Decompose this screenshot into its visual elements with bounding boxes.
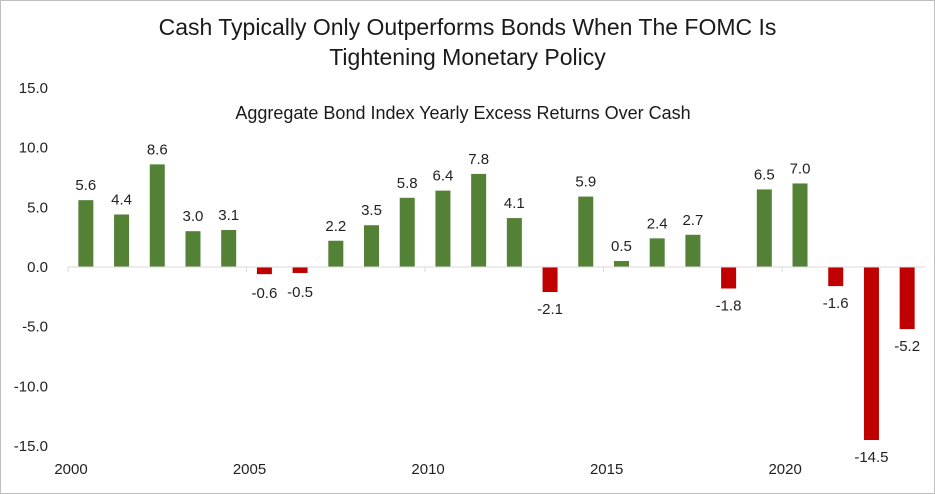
data-label-2016: 2.4 bbox=[647, 215, 668, 232]
bar-2002 bbox=[149, 164, 165, 267]
bar-2000 bbox=[78, 200, 94, 267]
data-label-2023: -5.2 bbox=[894, 338, 920, 355]
y-tick-label: 0.0 bbox=[27, 259, 48, 276]
data-label-2017: 2.7 bbox=[682, 212, 703, 229]
bar-2017 bbox=[685, 234, 701, 267]
x-tick-label: 2020 bbox=[768, 461, 801, 478]
chart-title: Cash Typically Only Outperforms Bonds Wh… bbox=[0, 12, 935, 72]
bar-2001 bbox=[114, 214, 130, 267]
data-label-2001: 4.4 bbox=[111, 191, 132, 208]
y-tick-label: 15.0 bbox=[19, 80, 48, 97]
x-tick-label: 2010 bbox=[411, 461, 444, 478]
data-label-2006: -0.5 bbox=[287, 284, 313, 301]
data-label-2005: -0.6 bbox=[251, 285, 277, 302]
x-tick-label: 2015 bbox=[590, 461, 623, 478]
bar-2006 bbox=[292, 267, 308, 273]
bar-2007 bbox=[328, 240, 344, 267]
bar-2003 bbox=[185, 231, 201, 267]
data-labels: 5.6 4.4 8.6 3.0 3.1 -0.6 -0.5 2.2 3.5 5.8 6.4 7.8 4.… bbox=[75, 141, 920, 466]
bar-2019 bbox=[756, 189, 772, 267]
bar-2011 bbox=[471, 173, 487, 267]
y-tick-label: -15.0 bbox=[14, 438, 48, 455]
data-label-2007: 2.2 bbox=[325, 218, 346, 235]
y-tick-label: 5.0 bbox=[27, 199, 48, 216]
data-label-2014: 5.9 bbox=[575, 174, 596, 191]
bar-2015 bbox=[613, 261, 629, 267]
data-label-2013: -2.1 bbox=[537, 301, 563, 318]
y-tick-label: -5.0 bbox=[22, 319, 48, 336]
bar-2004 bbox=[221, 230, 237, 267]
data-label-2012: 4.1 bbox=[504, 195, 525, 212]
chart-title-line-2: Tightening Monetary Policy bbox=[329, 44, 606, 70]
bar-2012 bbox=[506, 218, 522, 267]
data-label-2002: 8.6 bbox=[147, 141, 168, 158]
data-label-2004: 3.1 bbox=[218, 207, 239, 224]
data-label-2022: -14.5 bbox=[854, 449, 888, 466]
bar-2013 bbox=[542, 267, 558, 293]
bar-2023 bbox=[899, 267, 915, 330]
bar-2005 bbox=[256, 267, 272, 275]
data-label-2021: -1.6 bbox=[823, 295, 849, 312]
x-axis: 2000 2005 2010 2015 2020 bbox=[54, 267, 802, 478]
bar-2008 bbox=[364, 225, 380, 267]
y-tick-label: -10.0 bbox=[14, 378, 48, 395]
data-label-2011: 7.8 bbox=[468, 151, 489, 168]
y-axis: 15.0 10.0 5.0 0.0 -5.0 -10.0 -15.0 bbox=[14, 80, 48, 455]
bar-2014 bbox=[578, 196, 594, 267]
data-label-2015: 0.5 bbox=[611, 238, 632, 255]
bar-2016 bbox=[649, 238, 665, 267]
data-label-2019: 6.5 bbox=[754, 166, 775, 183]
data-label-2003: 3.0 bbox=[183, 208, 204, 225]
bar-2010 bbox=[435, 190, 451, 267]
bar-2021 bbox=[828, 267, 844, 287]
x-tick-label: 2000 bbox=[54, 461, 87, 478]
y-tick-label: 10.0 bbox=[19, 140, 48, 157]
data-label-2000: 5.6 bbox=[75, 177, 96, 194]
bar-2020 bbox=[792, 183, 808, 267]
data-label-2018: -1.8 bbox=[716, 297, 742, 314]
data-label-2020: 7.0 bbox=[790, 160, 811, 177]
bar-2018 bbox=[721, 267, 737, 289]
bar-2022 bbox=[863, 267, 879, 441]
chart-title-line-1: Cash Typically Only Outperforms Bonds Wh… bbox=[158, 14, 777, 40]
data-label-2009: 5.8 bbox=[397, 175, 418, 192]
chart-subtitle: Aggregate Bond Index Yearly Excess Retur… bbox=[235, 103, 690, 123]
bar-2009 bbox=[399, 197, 415, 267]
bar-series bbox=[78, 164, 915, 441]
data-label-2008: 3.5 bbox=[361, 202, 382, 219]
x-tick-label: 2005 bbox=[233, 461, 266, 478]
data-label-2010: 6.4 bbox=[433, 168, 454, 185]
